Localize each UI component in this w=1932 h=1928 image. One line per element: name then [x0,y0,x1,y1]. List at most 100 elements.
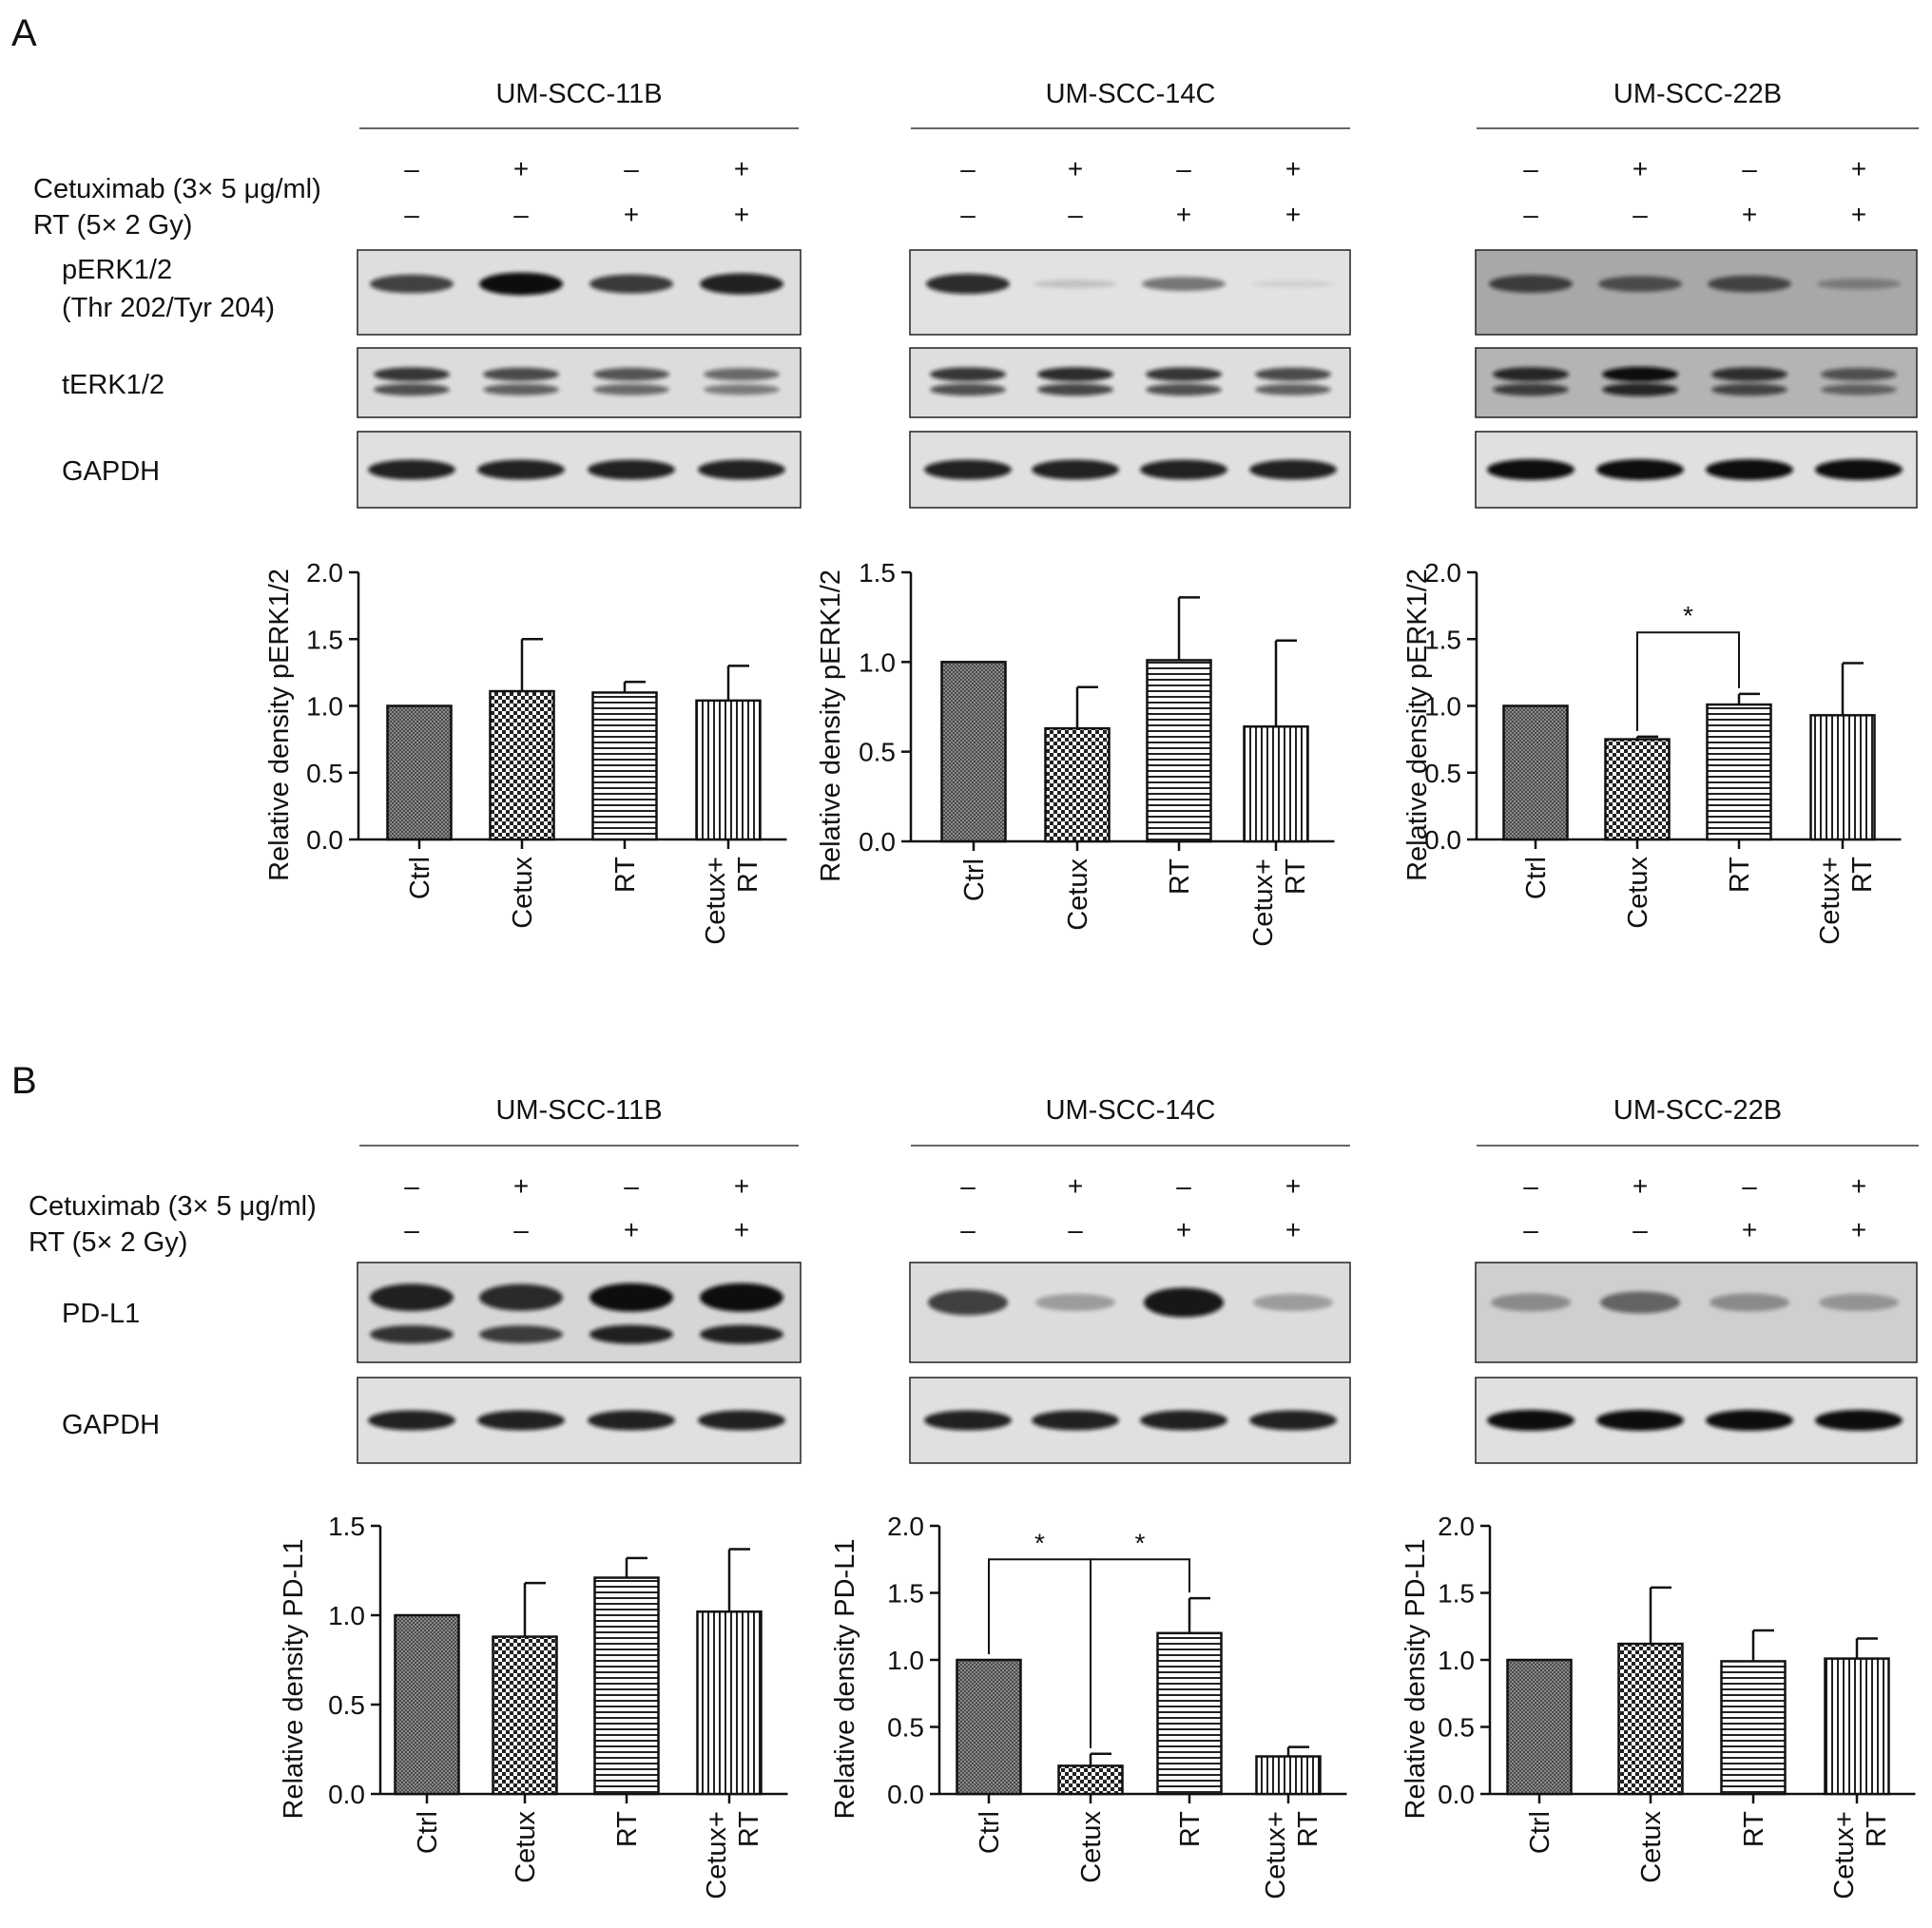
x-tick-label: RT [1175,1811,1206,1847]
rt-sign: – [513,1215,529,1244]
y-tick-label: 1.5 [887,1579,924,1609]
blot-band [370,1283,454,1312]
blot-band [593,383,669,395]
pdl1-label: PD-L1 [62,1299,140,1329]
blot-band [479,272,563,296]
blot-band [928,1289,1008,1316]
bar [1604,738,1671,841]
cell-line-title: UM-SCC-22B [1613,79,1782,109]
blot-band [593,367,669,381]
blot-band [368,459,455,480]
bar-chart: 0.0 0.5 1.0 1.5 2.0 Relative density pERK1/2 C… [264,558,787,945]
x-tick-label-line: RT [1847,857,1878,893]
blot-band [588,1410,675,1431]
y-tick-label: 0.0 [859,827,896,857]
x-tick-label-line: Cetux+ [1829,1811,1860,1899]
rt-sign: + [1851,200,1866,229]
rt-sign: – [1633,1215,1648,1244]
bar-chart: 0.0 0.5 1.0 1.5 2.0 Relative density PD-L1 Ctr… [830,1512,1347,1899]
blot-pdl1 [1475,1262,1918,1363]
x-tick-label: Cetux+RT [701,857,763,945]
rt-sign: + [624,1215,639,1244]
bar [695,699,762,841]
blot-band [930,383,1006,396]
blot-band [1710,1293,1789,1312]
bar [1809,714,1876,841]
bar [1255,1755,1322,1796]
blot-band [1487,459,1575,480]
y-tick-label: 1.5 [1424,625,1461,654]
y-tick-label: 2.0 [1424,558,1461,588]
significance-star: * [1683,601,1693,630]
blot-band [374,367,450,382]
y-axis-label: Relative density PD-L1 [279,1539,309,1820]
cetuximab-sign: + [1285,154,1301,183]
blot-band [477,1410,565,1431]
y-tick-label: 2.0 [306,558,343,588]
blot-band [1489,275,1573,293]
blot-band [1821,367,1897,381]
blot-band [1815,1410,1903,1431]
rt-sign: – [1068,200,1083,229]
blot-band [1706,1410,1793,1431]
bar [492,1635,558,1796]
x-tick-label-line: RT [734,1811,764,1847]
bar [1502,704,1569,841]
y-tick-label: 1.0 [1438,1646,1475,1675]
blot-band [1140,1410,1227,1431]
cetuximab-sign: + [734,154,749,183]
y-tick-label: 0.0 [1438,1780,1475,1809]
rt-sign: – [1068,1215,1083,1244]
bar [1156,1631,1223,1796]
bar [1243,725,1309,843]
y-tick-label: 0.0 [306,825,343,855]
y-axis-label: Relative density pERK1/2 [816,569,846,882]
blot-band [479,1283,563,1311]
y-tick-label: 2.0 [1438,1512,1475,1541]
rt-sign: – [1523,1215,1538,1244]
cell-line-title: UM-SCC-14C [1046,79,1216,109]
blot-band [700,273,783,295]
x-tick-label-line: Cetux+ [701,857,731,945]
blot-perk [1475,249,1918,336]
cell-line-title: UM-SCC-14C [1046,1095,1216,1126]
cetuximab-sign: + [1851,154,1866,183]
blot-pdl1 [357,1262,802,1363]
blot-band [1821,384,1897,395]
blot-band [1032,1410,1119,1431]
x-tick-label-line: Cetux+ [702,1811,732,1899]
y-tick-label: 1.5 [859,558,896,588]
blot-band [1491,1293,1571,1312]
blot-band [1817,278,1901,290]
rt-sign: – [404,1215,419,1244]
x-tick-label: Cetux+RT [1815,857,1878,945]
blot-band [1251,280,1335,288]
cetuximab-sign: – [404,154,419,183]
blot-band [1596,1410,1684,1431]
bar [386,704,453,841]
y-tick-label: 0.5 [1424,759,1461,788]
y-tick-label: 1.0 [328,1601,365,1630]
y-tick-label: 2.0 [887,1512,924,1541]
bar [1706,703,1772,841]
blot-band [1140,459,1227,480]
x-tick-label: Cetux [1076,1811,1107,1883]
cetuximab-sign: + [1285,1171,1301,1201]
rt-sign: – [1523,200,1538,229]
bar [1617,1642,1684,1796]
cetuximab-sign: + [1633,154,1648,183]
cetuximab-sign: – [1742,154,1757,183]
cetuximab-row-label-a: Cetuximab (3× 5 μg/ml) [33,174,321,204]
x-tick-label: Ctrl [413,1811,443,1854]
y-tick-label: 1.5 [306,625,343,654]
bar [591,691,658,841]
x-tick-label: Ctrl [1525,1811,1555,1854]
cetuximab-sign: + [513,154,529,183]
blot-band [1602,366,1678,382]
x-tick-label: Cetux [508,857,538,929]
cetuximab-sign: + [734,1171,749,1201]
blot-band [589,274,673,294]
cetuximab-sign: – [1176,154,1191,183]
blot-band [477,459,565,480]
